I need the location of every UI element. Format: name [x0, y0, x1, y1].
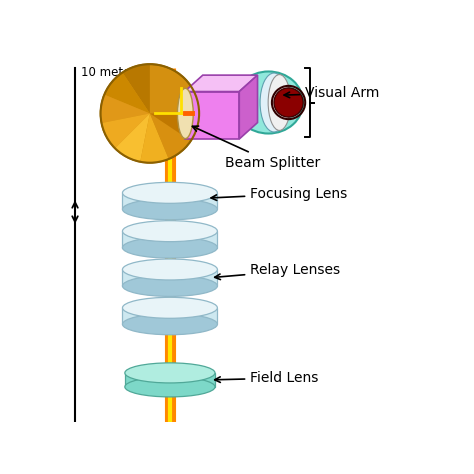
Polygon shape	[184, 75, 257, 91]
FancyBboxPatch shape	[122, 193, 218, 209]
Ellipse shape	[122, 182, 218, 203]
Wedge shape	[100, 95, 150, 123]
Ellipse shape	[122, 221, 218, 242]
Ellipse shape	[125, 363, 215, 383]
Ellipse shape	[268, 74, 291, 130]
FancyBboxPatch shape	[125, 373, 215, 387]
Ellipse shape	[122, 259, 218, 280]
Ellipse shape	[177, 88, 193, 138]
FancyBboxPatch shape	[122, 308, 218, 324]
Text: Visual Arm: Visual Arm	[284, 86, 379, 100]
Circle shape	[274, 88, 303, 117]
Text: Focusing Lens: Focusing Lens	[211, 187, 347, 201]
Wedge shape	[104, 73, 150, 113]
Wedge shape	[140, 113, 169, 163]
Wedge shape	[115, 113, 150, 162]
Wedge shape	[150, 113, 191, 159]
Ellipse shape	[122, 297, 218, 319]
Circle shape	[100, 64, 199, 163]
Polygon shape	[239, 75, 257, 139]
Polygon shape	[184, 91, 239, 139]
Text: Field Lens: Field Lens	[215, 371, 319, 385]
Ellipse shape	[260, 73, 288, 132]
Ellipse shape	[122, 237, 218, 258]
Wedge shape	[122, 64, 150, 113]
Ellipse shape	[122, 275, 218, 296]
Ellipse shape	[122, 314, 218, 335]
FancyBboxPatch shape	[122, 270, 218, 286]
Text: Beam Splitter: Beam Splitter	[192, 126, 320, 170]
Ellipse shape	[125, 377, 215, 397]
Text: 10 meter: 10 meter	[81, 66, 135, 79]
Ellipse shape	[234, 72, 303, 134]
FancyBboxPatch shape	[122, 231, 218, 247]
Text: Relay Lenses: Relay Lenses	[215, 264, 340, 280]
Wedge shape	[150, 113, 199, 141]
Ellipse shape	[122, 199, 218, 220]
Wedge shape	[101, 113, 150, 148]
